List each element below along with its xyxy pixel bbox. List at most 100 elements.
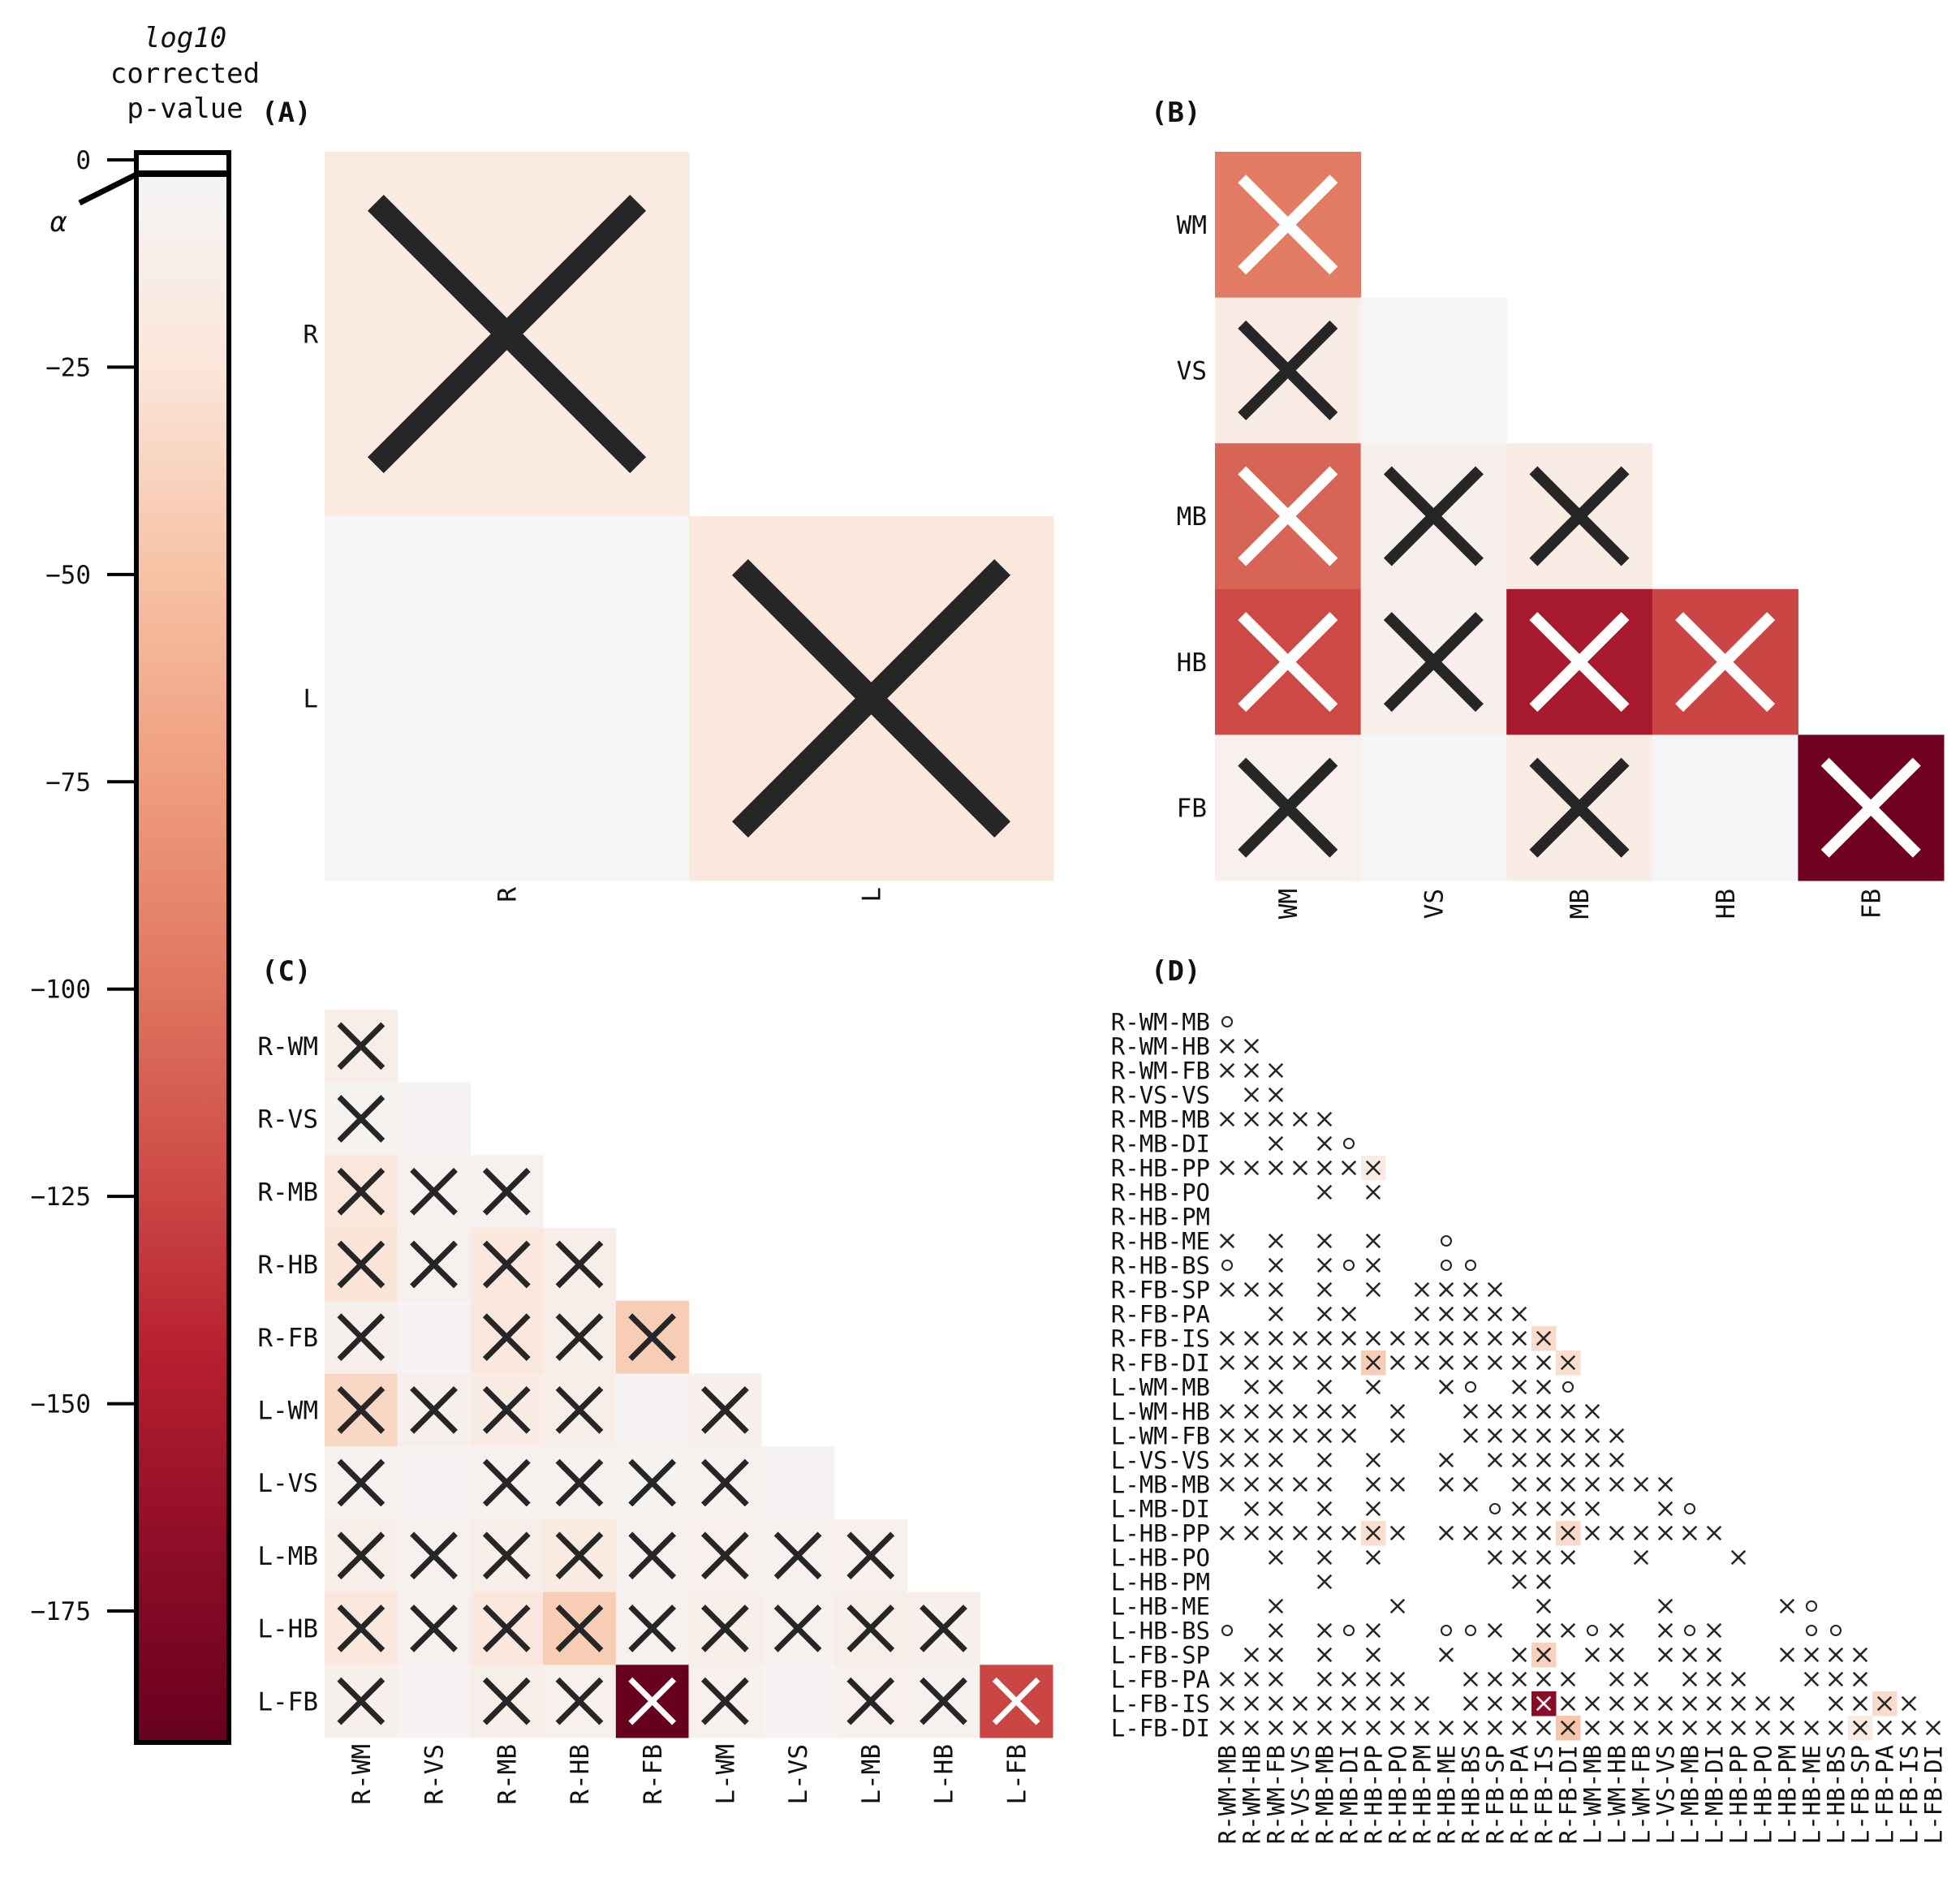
significance-cross — [1438, 1281, 1454, 1298]
significance-cross — [410, 1385, 458, 1434]
significance-cross — [337, 1022, 386, 1070]
significance-cross — [1389, 1525, 1406, 1541]
significance-cross — [337, 1167, 386, 1216]
significance-cross — [1657, 1525, 1674, 1541]
significance-cross — [628, 1458, 677, 1507]
heatmap-cell — [397, 1665, 471, 1738]
significance-cross — [1383, 612, 1484, 713]
significance-cross — [1511, 1647, 1527, 1663]
row-label: VS — [1177, 357, 1207, 386]
significance-cross — [1365, 1452, 1381, 1468]
significance-cross — [1462, 1355, 1479, 1371]
column-label: L-FB-DI — [1919, 1745, 1947, 1844]
significance-cross — [410, 1604, 458, 1652]
significance-cross — [1365, 1379, 1381, 1395]
significance-cross — [1268, 1428, 1284, 1444]
significance-cross — [1529, 466, 1630, 566]
row-label: MB — [1177, 502, 1207, 532]
significance-cross — [1268, 1330, 1284, 1346]
panel-d-heatmap: R-WM-MBR-WM-MBR-WM-HBR-WM-HBR-WM-FBR-WM-… — [1111, 1008, 1948, 1844]
significance-cross — [1316, 1355, 1333, 1371]
significance-cross — [1268, 1257, 1284, 1273]
significance-cross — [920, 1677, 967, 1725]
significance-cross — [1389, 1720, 1406, 1736]
significance-cross — [1238, 174, 1338, 275]
significance-circle — [1562, 1381, 1574, 1393]
row-label: L-WM-MB — [1111, 1373, 1210, 1401]
significance-cross — [773, 1604, 822, 1652]
row-label: R-FB-SP — [1111, 1276, 1210, 1303]
significance-cross — [1828, 1695, 1844, 1712]
significance-cross — [1536, 1452, 1552, 1468]
significance-cross — [1706, 1720, 1722, 1736]
significance-cross — [1462, 1428, 1479, 1444]
significance-cross — [1584, 1428, 1600, 1444]
significance-cross — [482, 1604, 531, 1652]
significance-cross — [1560, 1720, 1576, 1736]
significance-cross — [1609, 1695, 1625, 1712]
colorbar: log10 corrected p-value 0 −25 −50 −75 −100 −1… — [30, 22, 260, 1745]
significance-cross — [1389, 1355, 1406, 1371]
significance-cross — [1675, 612, 1776, 713]
row-label: R-MB-MB — [1111, 1105, 1210, 1133]
significance-cross — [1268, 1135, 1284, 1152]
column-label: R-WM-FB — [1262, 1745, 1290, 1844]
significance-cross — [1730, 1549, 1747, 1566]
row-label: L-HB-PM — [1111, 1568, 1210, 1596]
significance-cross — [1462, 1525, 1479, 1541]
column-label: FB — [1857, 889, 1886, 919]
panel-a-heatmap: R R L L — [303, 152, 1054, 902]
significance-cross — [555, 1313, 604, 1362]
significance-cross — [1243, 1695, 1260, 1712]
significance-cross — [1219, 1452, 1235, 1468]
significance-cross — [1268, 1647, 1284, 1663]
column-label: R-MB — [493, 1744, 522, 1805]
significance-cross — [1584, 1720, 1600, 1736]
significance-cross — [1243, 1111, 1260, 1127]
significance-cross — [1243, 1720, 1260, 1736]
heatmap-cell — [397, 1082, 471, 1156]
significance-cross — [482, 1531, 531, 1580]
significance-cross — [1755, 1720, 1771, 1736]
heatmap-cell — [1360, 297, 1507, 444]
significance-cross — [1511, 1574, 1527, 1590]
significance-cross — [1243, 1501, 1260, 1517]
significance-circle — [1805, 1624, 1818, 1637]
significance-cross — [1268, 1501, 1284, 1517]
significance-cross — [1609, 1720, 1625, 1736]
significance-cross — [1487, 1671, 1503, 1687]
significance-cross — [1487, 1720, 1503, 1736]
significance-cross — [1584, 1403, 1600, 1419]
row-label: L-FB-PA — [1111, 1665, 1210, 1693]
significance-circle — [1829, 1624, 1842, 1637]
significance-cross — [1268, 1671, 1284, 1687]
column-label: L-FB — [1002, 1744, 1032, 1805]
significance-cross — [1243, 1525, 1260, 1541]
significance-cross — [1462, 1403, 1479, 1419]
significance-cross — [1292, 1160, 1308, 1176]
significance-cross — [1925, 1720, 1941, 1736]
significance-cross — [1341, 1671, 1357, 1687]
significance-cross — [1316, 1501, 1333, 1517]
significance-cross — [1414, 1355, 1430, 1371]
significance-cross — [1292, 1111, 1308, 1127]
significance-cross — [1219, 1695, 1235, 1712]
significance-cross — [846, 1531, 895, 1580]
panel-d-label: (D) — [1151, 955, 1200, 988]
significance-cross — [482, 1313, 531, 1362]
significance-cross — [1876, 1695, 1893, 1712]
significance-cross — [773, 1531, 822, 1580]
significance-cross — [1292, 1355, 1308, 1371]
significance-cross — [1730, 1695, 1747, 1712]
significance-cross — [1341, 1428, 1357, 1444]
significance-cross — [1779, 1647, 1795, 1663]
column-label: R-HB-PM — [1408, 1745, 1436, 1844]
colorbar-tick-label: −50 — [45, 561, 91, 590]
significance-cross — [1536, 1355, 1552, 1371]
significance-cross — [1243, 1062, 1260, 1079]
panel-b-heatmap: WM WM VS VS MB MB HB HB FB FB — [1177, 152, 1945, 919]
significance-cross — [1706, 1647, 1722, 1663]
significance-cross — [992, 1677, 1040, 1725]
significance-cross — [1316, 1233, 1333, 1249]
significance-cross — [1560, 1476, 1576, 1492]
